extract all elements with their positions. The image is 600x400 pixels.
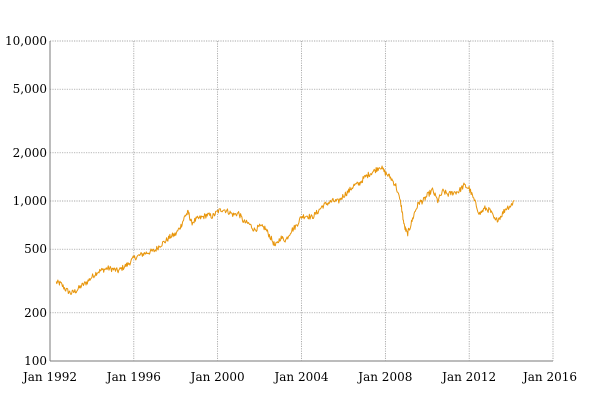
y-tick-label: 10,000 [5,34,47,48]
x-tick-labels: Jan 1992 Jan 1996 Jan 2000 Jan 2004 Jan 2008… [21,370,577,384]
x-tick-label: Jan 2000 [189,370,245,384]
x-tick-label: Jan 1996 [105,370,161,384]
y-tick-label: 1,000 [13,194,47,208]
x-tick-label: Jan 1992 [21,370,77,384]
y-tick-label: 5,000 [13,82,47,96]
y-tick-label: 2,000 [13,146,47,160]
grid-lines [49,40,554,362]
x-tick-label: Jan 2016 [521,370,577,384]
y-tick-labels: 100 200 500 1,000 2,000 5,000 10,000 [5,34,47,368]
y-tick-label: 100 [24,354,47,368]
plot-frame [49,41,553,362]
y-tick-label: 500 [24,242,47,256]
series-line [55,165,515,296]
x-tick-label: Jan 2004 [272,370,328,384]
series-layer [55,165,515,296]
x-tick-label: Jan 2008 [356,370,412,384]
x-tick-label: Jan 2012 [440,370,496,384]
y-tick-label: 200 [24,306,47,320]
